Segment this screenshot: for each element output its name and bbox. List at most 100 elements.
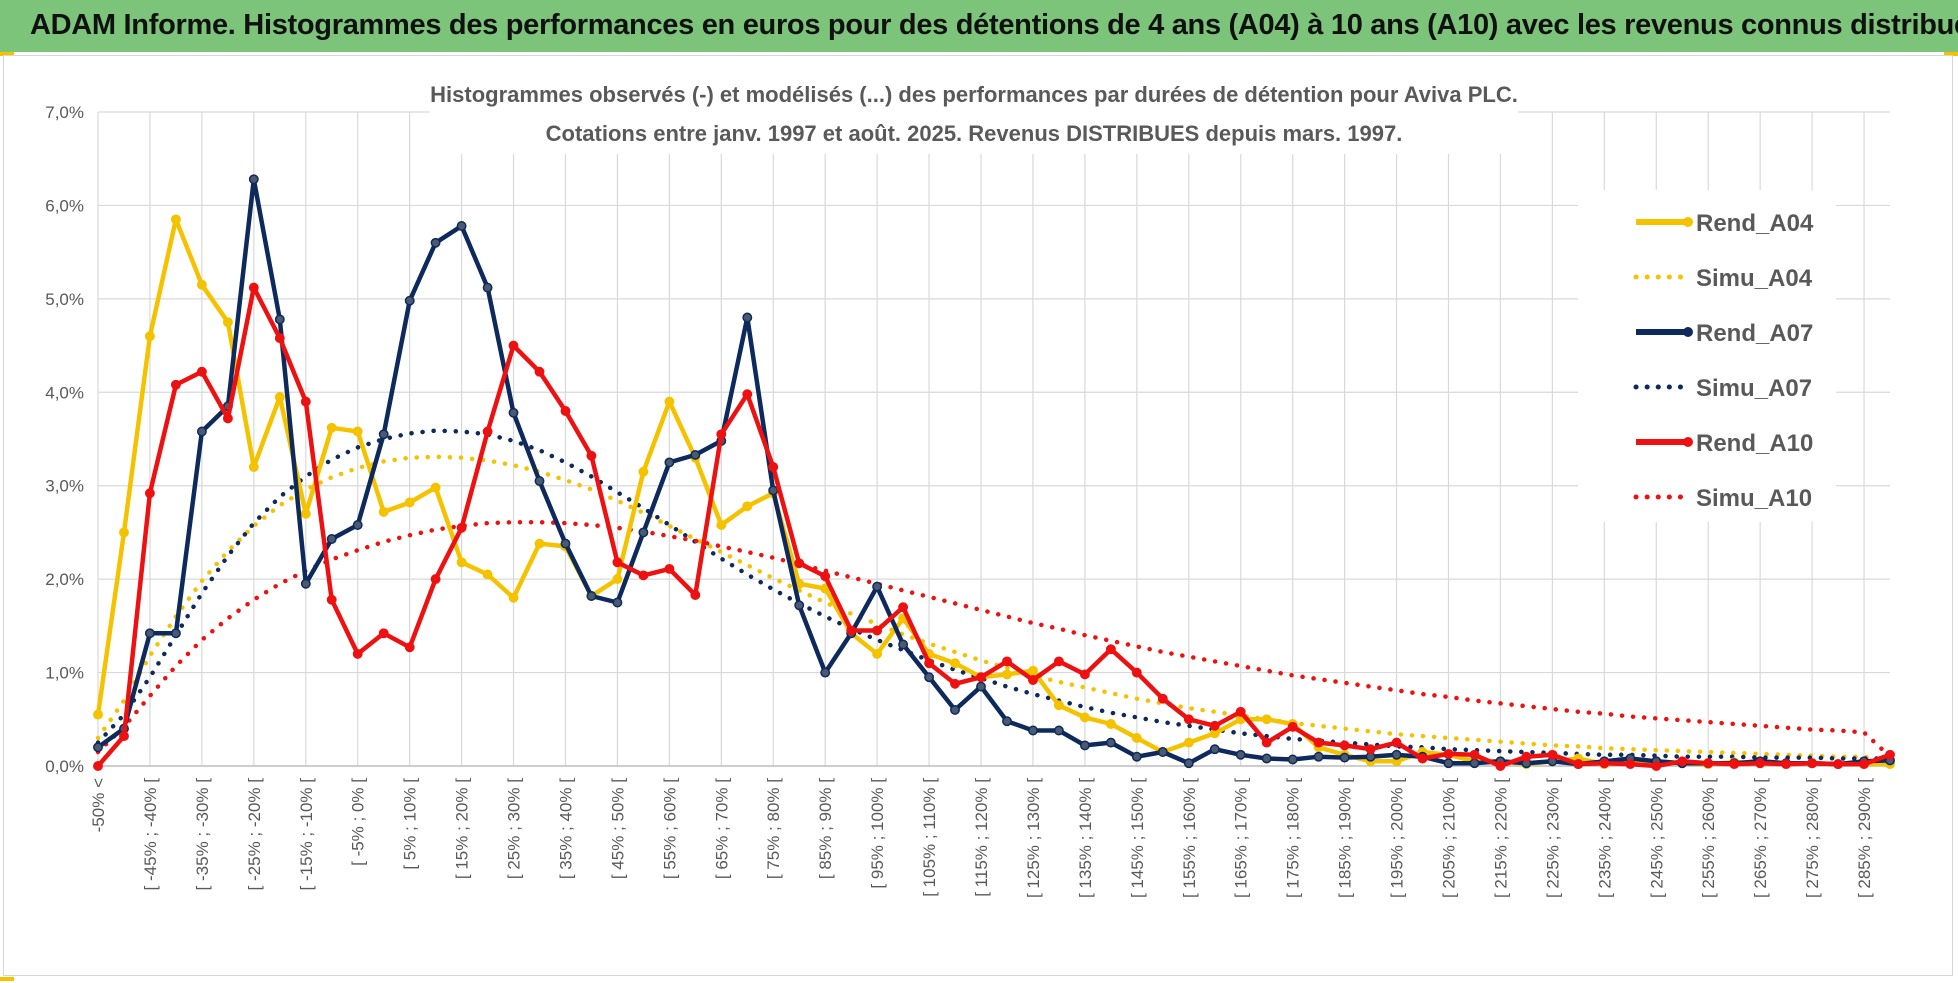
data-point	[1677, 756, 1688, 767]
x-tick-label: -50% <	[89, 778, 108, 832]
x-tick-label: [ 235% ; 240% [	[1595, 778, 1614, 898]
data-point	[534, 476, 545, 486]
data-point	[170, 628, 181, 639]
data-point	[93, 742, 103, 753]
data-point	[1209, 720, 1220, 731]
data-point	[1833, 759, 1844, 770]
x-tick-label: [ 225% ; 230% [	[1543, 778, 1562, 898]
data-point	[326, 594, 337, 605]
x-tick-label: [ -45% ; -40% [	[141, 778, 160, 891]
data-point	[1053, 656, 1064, 667]
data-point	[1002, 669, 1012, 680]
data-point	[196, 366, 207, 377]
data-point	[222, 317, 233, 328]
data-point	[768, 462, 779, 472]
data-point	[378, 628, 389, 639]
data-point	[482, 282, 493, 293]
data-point	[872, 625, 883, 636]
title-banner: ADAM Informe. Histogrammes des performan…	[0, 0, 1958, 54]
data-point	[586, 591, 597, 601]
x-tick-label: [ 165% ; 170% [	[1232, 778, 1251, 898]
x-tick-label: [ 215% ; 220% [	[1491, 778, 1510, 898]
data-point	[1079, 740, 1090, 751]
y-tick-label: 3,0%	[45, 477, 84, 496]
data-point	[1157, 747, 1168, 757]
data-point	[742, 312, 753, 323]
data-point	[482, 426, 493, 437]
data-point	[1002, 656, 1012, 667]
corner-mark-top-right	[1944, 52, 1958, 56]
data-point	[742, 389, 753, 400]
chart-title: Histogrammes observés (-) et modélisés (…	[430, 82, 1518, 107]
data-point	[1495, 761, 1506, 771]
x-tick-label: [ 15% ; 20% [	[453, 778, 472, 879]
data-point	[1599, 758, 1610, 769]
data-point	[1339, 740, 1350, 751]
legend-label: Simu_A04	[1696, 265, 1813, 292]
data-point	[1651, 761, 1662, 771]
data-point	[1079, 712, 1090, 723]
data-point	[1469, 749, 1480, 760]
legend-label: Rend_A04	[1696, 210, 1814, 237]
data-point	[378, 506, 389, 517]
corner-mark-top-left	[0, 52, 14, 56]
legend-item-Rend_A10: Rend_A10	[1636, 430, 1813, 457]
data-point	[404, 642, 415, 653]
data-point	[1002, 716, 1012, 727]
x-tick-label: [ 265% ; 270% [	[1751, 778, 1770, 898]
data-point	[119, 731, 129, 742]
data-point	[950, 678, 960, 689]
data-point	[820, 667, 831, 678]
data-point	[352, 426, 363, 437]
legend-marker	[1683, 217, 1693, 227]
data-point	[1859, 759, 1869, 770]
corner-mark-bottom-left	[0, 977, 14, 981]
chart-axes: 0,0% 1,0% 2,0% 3,0% 4,0% 5,0% 6,0% 7,0% -50% < [ …	[45, 103, 1890, 898]
y-tick-label: 2,0%	[45, 570, 84, 589]
data-point	[1183, 758, 1194, 769]
data-point	[1105, 719, 1116, 729]
data-point	[1053, 700, 1064, 711]
legend-marker	[1683, 327, 1693, 337]
data-point	[612, 557, 623, 568]
legend-item-Simu_A04: Simu_A04	[1633, 265, 1813, 292]
data-point	[508, 340, 519, 351]
data-point	[144, 628, 155, 639]
x-tick-label: [ 275% ; 280% [	[1803, 778, 1822, 898]
data-point	[508, 592, 519, 603]
data-point	[768, 485, 779, 496]
data-point	[196, 426, 207, 437]
data-point	[1028, 665, 1038, 676]
data-point	[1885, 749, 1895, 760]
y-tick-label: 6,0%	[45, 196, 84, 215]
data-point	[1131, 667, 1142, 678]
x-tick-label: [ -25% ; -20% [	[245, 778, 264, 891]
data-point	[1625, 759, 1636, 770]
data-point	[1391, 737, 1402, 748]
data-point	[1261, 714, 1272, 725]
series-Simu_A10	[95, 519, 1893, 759]
data-point	[248, 462, 259, 472]
data-point	[300, 578, 311, 589]
legend-label: Rend_A10	[1696, 430, 1813, 457]
subtitle-background	[430, 78, 1518, 154]
data-point	[1235, 749, 1246, 760]
data-point	[1131, 751, 1142, 762]
legend-item-Rend_A07: Rend_A07	[1636, 320, 1813, 347]
data-point	[1365, 744, 1376, 755]
x-tick-label: [ 5% ; 10% [	[401, 778, 420, 870]
data-point	[274, 392, 285, 402]
x-tick-label: [ 205% ; 210% [	[1439, 778, 1458, 898]
data-point	[664, 396, 675, 407]
data-point	[1028, 725, 1038, 736]
data-point	[1313, 751, 1324, 762]
x-tick-label: [ 75% ; 80% [	[764, 778, 783, 879]
data-point	[690, 449, 701, 460]
data-point	[690, 590, 701, 600]
data-point	[1261, 737, 1272, 748]
series-line	[95, 454, 1893, 764]
data-point	[1729, 759, 1740, 770]
data-point	[664, 563, 675, 574]
series-line	[96, 285, 1891, 769]
